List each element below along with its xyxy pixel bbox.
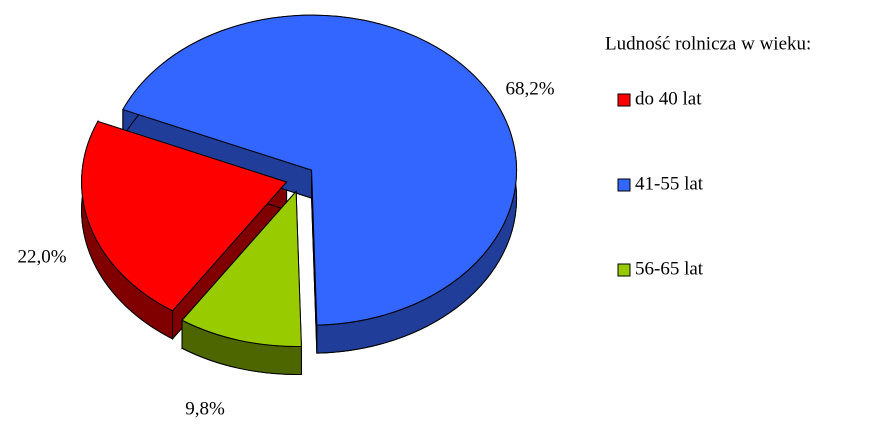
legend-swatch [617, 178, 631, 192]
slice [122, 14, 518, 326]
legend-swatch [617, 93, 631, 107]
slice [181, 190, 302, 347]
legend-label: do 40 lat [635, 88, 702, 109]
legend-label: 41-55 lat [635, 173, 704, 194]
value-label: 9,8% [185, 398, 225, 419]
value-label: 22,0% [17, 246, 66, 267]
slice [81, 120, 288, 312]
legend-swatch [617, 263, 631, 277]
legend-title: Ludność rolnicza w wieku: [605, 33, 811, 54]
value-label: 68,2% [505, 78, 554, 99]
legend-label: 56-65 lat [635, 258, 704, 279]
